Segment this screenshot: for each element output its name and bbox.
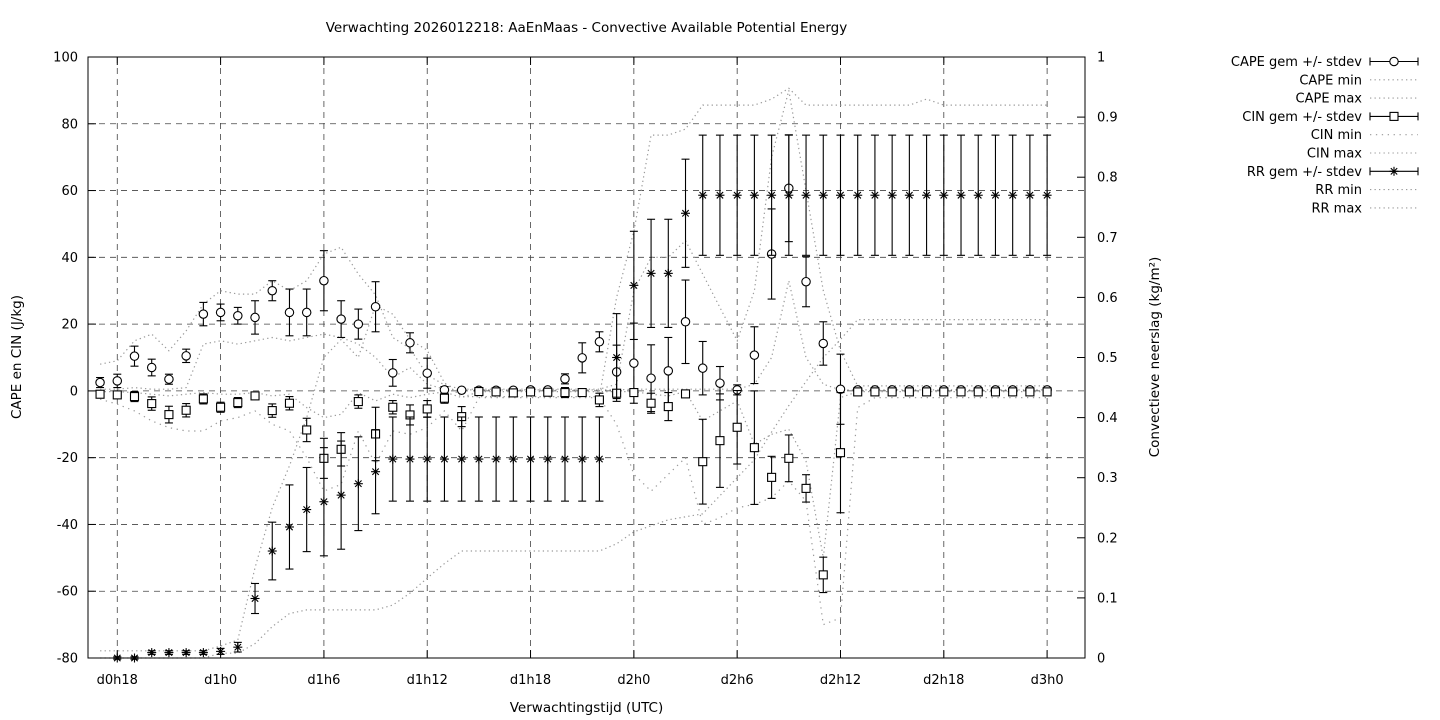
y1-tick-label: 20 <box>61 318 78 333</box>
cape-max-line <box>99 90 1048 390</box>
rr-min-line <box>100 319 1048 659</box>
x-tick-label: d2h0 <box>617 673 650 688</box>
chart-title: Verwachting 2026012218: AaEnMaas - Conve… <box>325 20 848 36</box>
y2-tick-label: 0 <box>1097 652 1105 667</box>
y1-tick-label: -80 <box>57 652 78 667</box>
x-axis-label: Verwachtingstijd (UTC) <box>509 700 664 716</box>
cin-mean-errorbar-series <box>95 386 1052 594</box>
legend-label: CAPE gem +/- stdev <box>1231 55 1362 70</box>
legend-label: CAPE max <box>1296 92 1363 107</box>
y2-tick-label: 0.8 <box>1097 171 1118 186</box>
x-tick-label: d1h18 <box>510 673 551 688</box>
rr-max-line <box>100 87 1048 652</box>
minmax-envelopes <box>99 87 1048 659</box>
legend-label: RR gem +/- stdev <box>1247 165 1362 180</box>
x-tick-label: d1h6 <box>307 673 340 688</box>
y1-tick-label: 40 <box>61 251 78 266</box>
cape-mean-errorbar-series <box>95 134 1052 425</box>
legend-sample-errorbar <box>1369 56 1419 67</box>
y1-tick-label: 60 <box>61 184 78 199</box>
x-tick-label: d1h12 <box>407 673 448 688</box>
legend-sample-errorbar <box>1369 166 1419 176</box>
cin-max-line <box>100 390 1048 558</box>
plot-border-and-ticks <box>87 56 1086 659</box>
y1-tick-label: -40 <box>57 518 78 533</box>
y2-tick-label: 0.5 <box>1097 351 1118 366</box>
y2-tick-label: 0.1 <box>1097 591 1118 606</box>
legend-label: CIN min <box>1311 128 1362 143</box>
y2-tick-label: 0.6 <box>1097 291 1118 306</box>
legend: CAPE gem +/- stdev CAPE min CAPE max CIN ge… <box>1231 55 1419 216</box>
y2-tick-label: 0.2 <box>1097 531 1118 546</box>
x-tick-label: d2h6 <box>721 673 754 688</box>
legend-sample-errorbar <box>1369 111 1419 121</box>
x-tick-label: d2h12 <box>820 673 861 688</box>
cape-min-line <box>100 280 1048 391</box>
y2-tick-label: 1 <box>1097 51 1105 66</box>
legend-label: RR max <box>1311 201 1362 216</box>
y2-tick-label: 0.7 <box>1097 231 1118 246</box>
x-tick-label: d3h0 <box>1031 673 1064 688</box>
y1-tick-label: 0 <box>70 384 78 399</box>
y2-tick-label: 0.4 <box>1097 411 1118 426</box>
legend-label: RR min <box>1315 183 1362 198</box>
legend-label: CIN gem +/- stdev <box>1242 110 1362 125</box>
y2-tick-label: 0.9 <box>1097 111 1118 126</box>
legend-label: CAPE min <box>1299 73 1362 88</box>
legend-label: CIN max <box>1307 147 1362 162</box>
y1-tick-label: -60 <box>57 585 78 600</box>
y1-tick-label: 100 <box>53 51 78 66</box>
x-tick-label: d1h0 <box>204 673 237 688</box>
rr-mean-errorbar-series <box>112 134 1052 663</box>
tick-labels: -80 -60 -40 -20 0 20 40 60 80 100 0 0.1 0.2 0.3 0.4 0.5… <box>53 51 1118 689</box>
y1-tick-label: -20 <box>57 451 78 466</box>
x-tick-label: d2h18 <box>923 673 964 688</box>
cin-min-line <box>99 397 1048 626</box>
y2-tick-label: 0.3 <box>1097 471 1118 486</box>
x-tick-label: d0h18 <box>97 673 138 688</box>
y1-tick-label: 80 <box>61 117 78 132</box>
